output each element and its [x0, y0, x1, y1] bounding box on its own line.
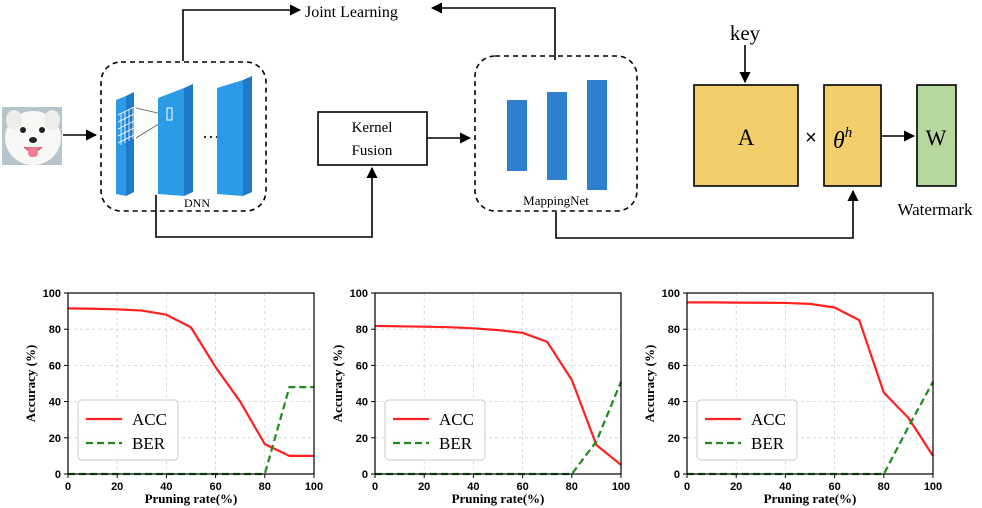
y-tick-label: 100	[350, 288, 368, 300]
y-tick-label: 40	[356, 397, 368, 409]
mappingnet-box	[474, 55, 638, 212]
x-tick-label: 100	[612, 481, 630, 493]
legend-label-ber: BER	[439, 434, 473, 453]
x-axis-label: Pruning rate(%)	[145, 491, 238, 506]
mapping-bar-2	[547, 92, 567, 180]
joint-learning-label: Joint Learning	[305, 4, 398, 21]
legend-label-ber: BER	[132, 434, 166, 453]
legend-box	[384, 399, 486, 461]
x-tick-label: 0	[684, 481, 690, 493]
legend-label-acc: ACC	[751, 410, 786, 429]
kernel-fusion-line1: Kernel	[352, 120, 393, 136]
dnn-to-joint-arrow	[182, 4, 302, 61]
key-label: key	[730, 21, 761, 45]
y-tick-label: 60	[668, 360, 680, 372]
mapping-bar-3	[587, 80, 607, 190]
watermark-box	[916, 84, 957, 187]
matrix-a-label: A	[738, 125, 755, 150]
legend-box	[77, 399, 179, 461]
x-tick-label: 60	[828, 481, 840, 493]
x-axis-label: Pruning rate(%)	[764, 491, 857, 506]
plot-frame	[67, 292, 315, 475]
conv-projection-lines-dark	[135, 107, 163, 139]
y-tick-label: 0	[55, 469, 61, 481]
x-tick-label: 0	[372, 481, 378, 493]
y-tick-label: 0	[674, 469, 680, 481]
pruning-charts: 0 20 40 60 80 100 0 20 40 60 80 100 Pruning rate(%) A…	[23, 288, 942, 506]
y-tick-label: 20	[668, 433, 680, 445]
architecture-diagram: ··· DNN Joint Learning Kernel Fusion Map…	[2, 2, 973, 239]
legend-box	[696, 399, 798, 461]
x-tick-label: 60	[516, 481, 528, 493]
x-tick-label: 40	[160, 481, 172, 493]
y-tick-label: 20	[49, 433, 61, 445]
chart-3: 0 20 40 60 80 100 0 20 40 60 80 100 Pruning rate(%) A…	[642, 288, 942, 506]
mapping-to-joint-arrow	[430, 2, 556, 60]
plot-frame	[374, 292, 622, 475]
x-tick-label: 20	[418, 481, 430, 493]
multiply-sign: ×	[805, 127, 817, 149]
mapping-to-theta-arrow	[555, 189, 859, 239]
x-tick-label: 40	[467, 481, 479, 493]
y-tick-label: 20	[356, 433, 368, 445]
y-tick-label: 60	[49, 360, 61, 372]
dnn-label: DNN	[184, 196, 210, 210]
x-tick-label: 40	[779, 481, 791, 493]
x-tick-label: 80	[878, 481, 890, 493]
y-tick-label: 40	[668, 397, 680, 409]
y-tick-label: 80	[49, 324, 61, 336]
series-acc-line	[374, 324, 622, 466]
y-axis-label: Accuracy (%)	[330, 345, 345, 423]
mappingnet-label: MappingNet	[523, 193, 589, 208]
dnn-box	[100, 61, 267, 212]
watermark-label: Watermark	[897, 200, 973, 219]
y-tick-label: 60	[356, 360, 368, 372]
y-tick-label: 40	[49, 397, 61, 409]
x-tick-label: 100	[924, 481, 942, 493]
mapping-bar-1	[507, 100, 527, 171]
y-axis-label: Accuracy (%)	[642, 345, 657, 423]
y-tick-label: 0	[362, 469, 368, 481]
kernel-fusion-box	[317, 111, 428, 166]
theta-label: θh	[833, 125, 852, 154]
x-axis-label: Pruning rate(%)	[452, 491, 545, 506]
dnn-to-fusion-arrow	[155, 166, 378, 238]
dnn-layer-3	[217, 76, 252, 196]
chart-2: 0 20 40 60 80 100 0 20 40 60 80 100 Pruning rate(%) A…	[330, 288, 630, 506]
y-axis-label: Accuracy (%)	[23, 345, 38, 423]
x-tick-label: 80	[566, 481, 578, 493]
plot-frame	[686, 292, 934, 475]
x-tick-label: 80	[259, 481, 271, 493]
layers-ellipsis: ···	[202, 127, 220, 147]
y-tick-label: 100	[662, 288, 680, 300]
y-tick-label: 100	[43, 288, 61, 300]
x-tick-label: 0	[65, 481, 71, 493]
legend-label-ber: BER	[751, 434, 785, 453]
chart-1: 0 20 40 60 80 100 0 20 40 60 80 100 Pruning rate(%) A…	[23, 288, 323, 506]
matrix-a-box	[693, 84, 799, 187]
legend-label-acc: ACC	[132, 410, 167, 429]
x-tick-label: 20	[111, 481, 123, 493]
x-tick-label: 60	[209, 481, 221, 493]
legend-label-acc: ACC	[439, 410, 474, 429]
dog-input-image	[2, 107, 62, 165]
w-label: W	[926, 125, 947, 150]
dnn-layer-1	[116, 92, 135, 196]
kernel-fusion-line2: Fusion	[352, 143, 393, 159]
x-tick-label: 100	[305, 481, 323, 493]
x-tick-label: 20	[730, 481, 742, 493]
dnn-layer-2	[158, 84, 193, 196]
y-tick-label: 80	[356, 324, 368, 336]
series-acc-line	[687, 301, 934, 457]
y-tick-label: 80	[668, 324, 680, 336]
